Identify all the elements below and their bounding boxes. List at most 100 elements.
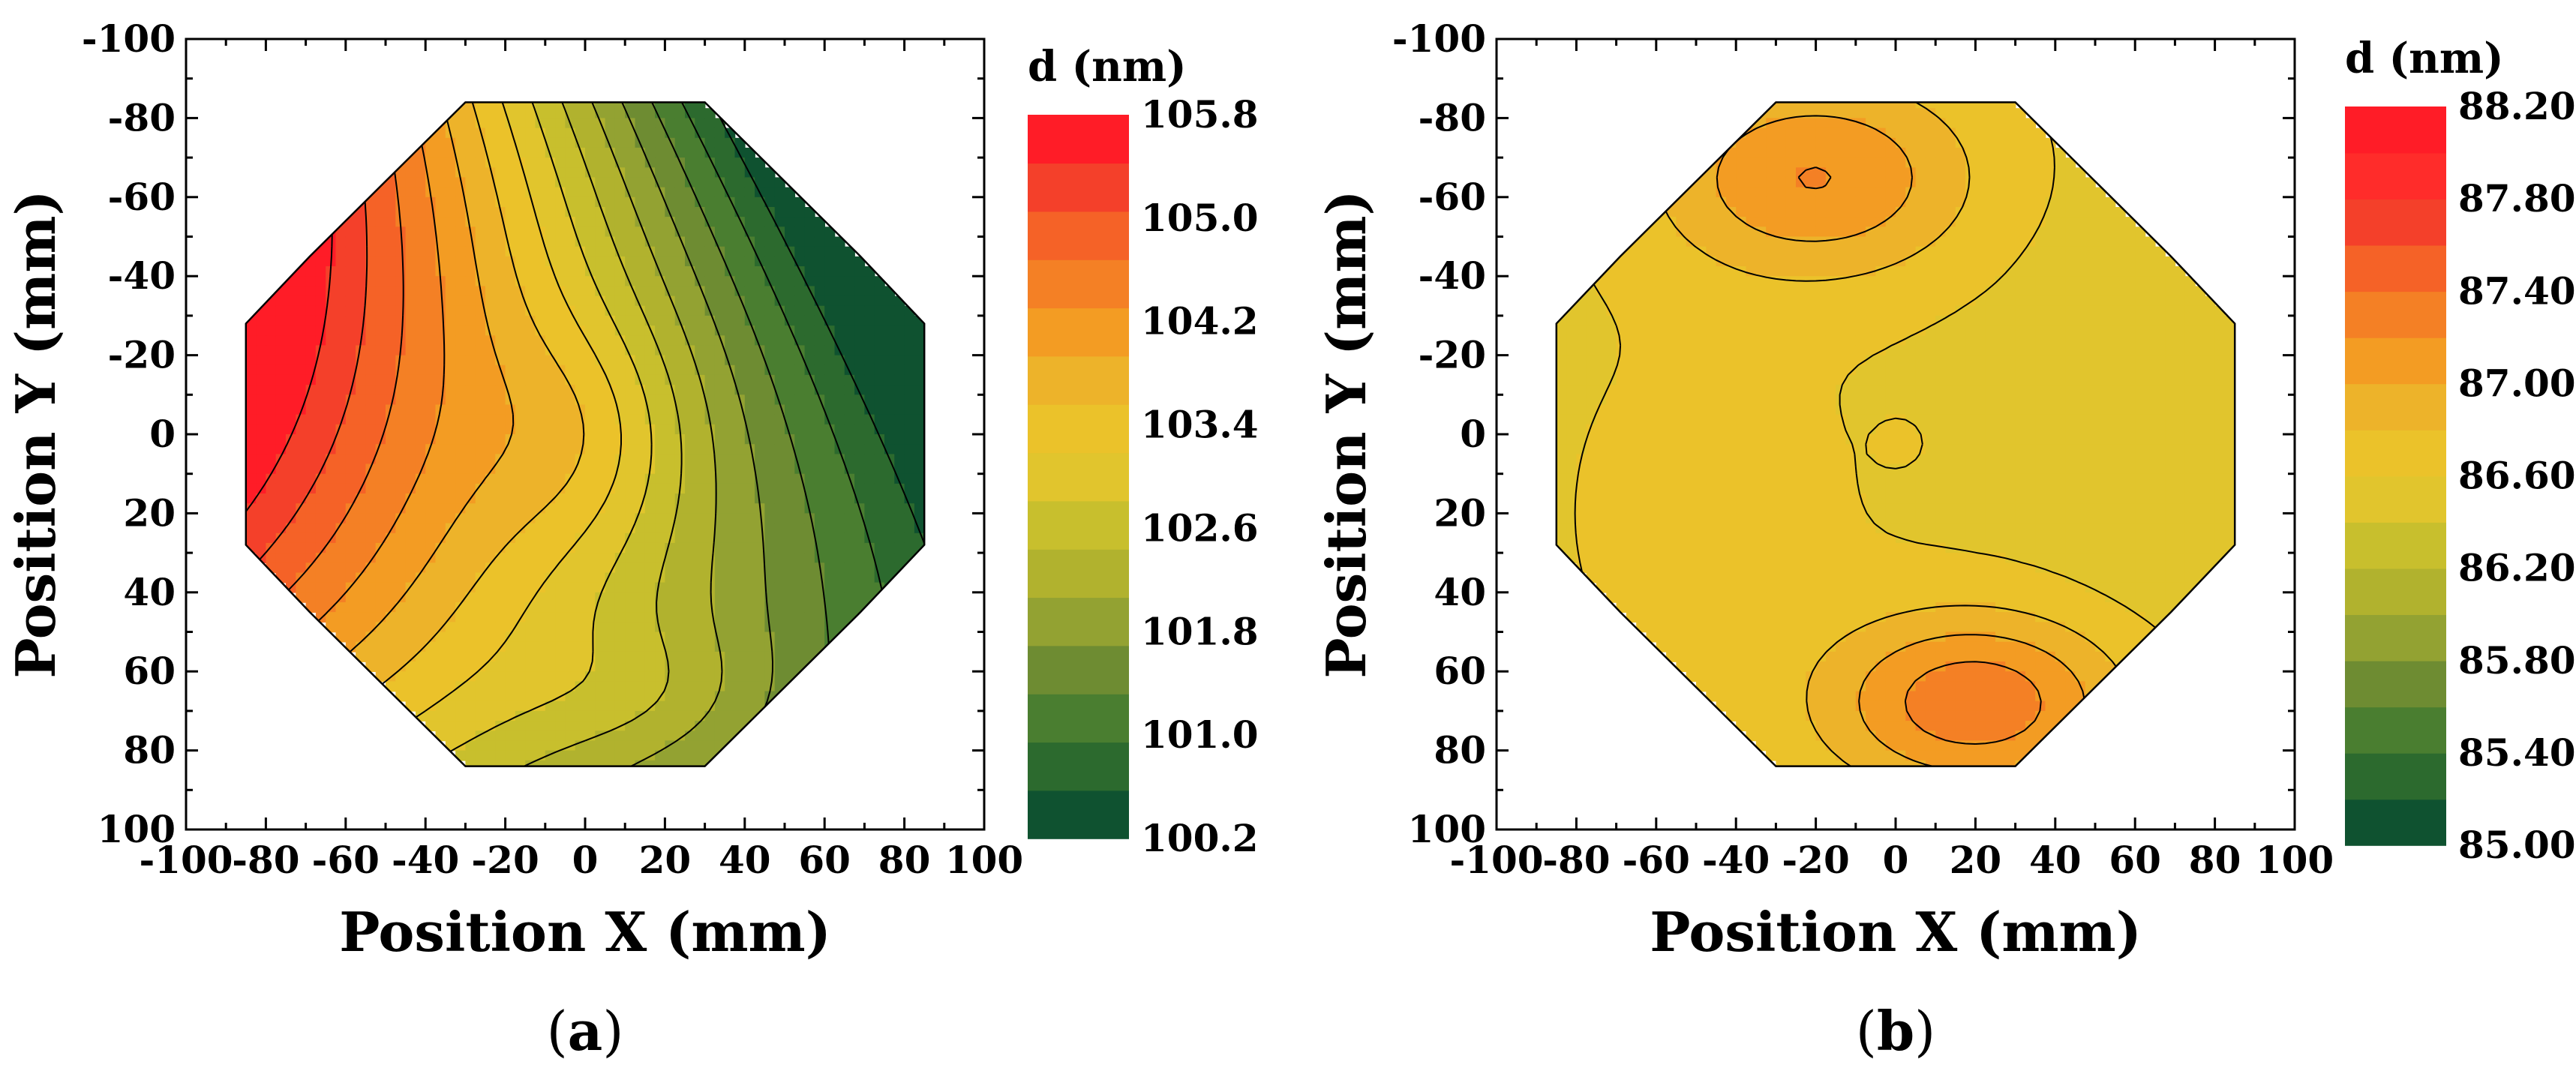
heatmap-cell [375, 671, 386, 682]
heatmap-cell [365, 207, 377, 218]
heatmap-cell [245, 434, 247, 445]
heatmap-cell [495, 532, 506, 544]
heatmap-cell [1556, 434, 1567, 445]
heatmap-cell [1556, 394, 1567, 406]
heatmap-cell [256, 326, 267, 337]
heatmap-cell [764, 217, 776, 228]
heatmap-cell [445, 710, 456, 722]
heatmap-cell [714, 454, 725, 465]
heatmap-cell [804, 553, 815, 564]
heatmap-cell [785, 286, 796, 297]
heatmap-cell [804, 385, 815, 396]
heatmap-cell [1626, 305, 1637, 316]
heatmap-cell [465, 444, 476, 455]
heatmap-cell [1646, 256, 1657, 267]
heatmap-cell [1556, 503, 1567, 514]
heatmap-cell [1586, 483, 1597, 494]
heatmap-cell [755, 196, 766, 208]
heatmap-cell [685, 740, 696, 752]
heatmap-cell [1776, 612, 1787, 623]
heatmap-cell [545, 681, 556, 692]
heatmap-cell [305, 454, 317, 465]
heatmap-cell [1596, 473, 1608, 484]
heatmap-cell [425, 335, 437, 346]
heatmap-cell [1696, 454, 1707, 465]
heatmap-cell [1716, 483, 1727, 494]
heatmap-cell [635, 296, 646, 307]
colorbar-segment [1028, 308, 1129, 357]
heatmap-cell [695, 662, 706, 672]
heatmap-cell [505, 740, 516, 752]
heatmap-cell [286, 454, 297, 465]
heatmap-cell [725, 236, 736, 248]
heatmap-cell [545, 207, 556, 218]
heatmap-cell [725, 326, 736, 337]
heatmap-cell [744, 355, 755, 366]
heatmap-cell [435, 394, 446, 406]
heatmap-cell [1785, 256, 1797, 267]
heatmap-cell [585, 681, 596, 692]
heatmap-cell [296, 345, 307, 356]
heatmap-cell [595, 167, 606, 178]
heatmap-cell [644, 671, 656, 682]
heatmap-cell [435, 296, 446, 307]
heatmap-cell [804, 414, 815, 425]
heatmap-cell [545, 196, 556, 208]
heatmap-cell [1606, 494, 1617, 504]
heatmap-cell [764, 326, 776, 337]
heatmap-cell [525, 207, 536, 218]
heatmap-cell [595, 523, 606, 534]
heatmap-cell [425, 532, 437, 544]
heatmap-cell [605, 532, 616, 544]
heatmap-cell [575, 632, 586, 643]
heatmap-cell [764, 226, 776, 238]
heatmap-cell [755, 651, 766, 662]
x-tick-label: -100 [139, 838, 233, 882]
heatmap-cell [1656, 582, 1667, 593]
heatmap-cell [256, 364, 267, 376]
heatmap-cell [1606, 562, 1617, 574]
heatmap-cell [625, 404, 636, 416]
heatmap-cell [695, 404, 706, 416]
heatmap-cell [595, 276, 606, 287]
heatmap-cell [395, 641, 407, 652]
heatmap-cell [764, 246, 776, 257]
heatmap-cell [884, 424, 896, 435]
heatmap-cell [714, 217, 725, 228]
heatmap-cell [894, 553, 905, 564]
heatmap-cell [375, 562, 386, 574]
heatmap-cell [625, 167, 636, 178]
heatmap-cell [595, 473, 606, 484]
heatmap-cell [505, 641, 516, 652]
heatmap-cell [605, 414, 616, 425]
heatmap-cell [685, 730, 696, 742]
heatmap-cell [685, 137, 696, 148]
heatmap-cell [1725, 355, 1737, 366]
heatmap-cell [824, 266, 836, 277]
heatmap-cell [774, 266, 785, 277]
heatmap-cell [525, 503, 536, 514]
heatmap-cell [1626, 385, 1637, 396]
heatmap-cell [565, 296, 576, 307]
heatmap-cell [1566, 444, 1578, 455]
heatmap-cell [814, 345, 825, 356]
heatmap-cell [435, 503, 446, 514]
heatmap-cell [655, 158, 666, 169]
heatmap-cell [585, 385, 596, 396]
heatmap-cell [894, 523, 905, 534]
heatmap-cell [475, 710, 486, 722]
heatmap-cell [1746, 226, 1757, 238]
heatmap-cell [1626, 513, 1637, 524]
heatmap-cell [894, 394, 905, 406]
heatmap-cell [455, 355, 467, 366]
heatmap-cell [485, 256, 497, 267]
heatmap-cell [445, 276, 456, 287]
heatmap-cell [1706, 572, 1717, 584]
heatmap-cell [415, 236, 426, 248]
heatmap-cell [305, 473, 317, 484]
heatmap-cell [545, 177, 556, 188]
heatmap-cell [605, 553, 616, 564]
heatmap-cell [744, 553, 755, 564]
heatmap-cell [296, 335, 307, 346]
heatmap-cell [326, 276, 337, 287]
